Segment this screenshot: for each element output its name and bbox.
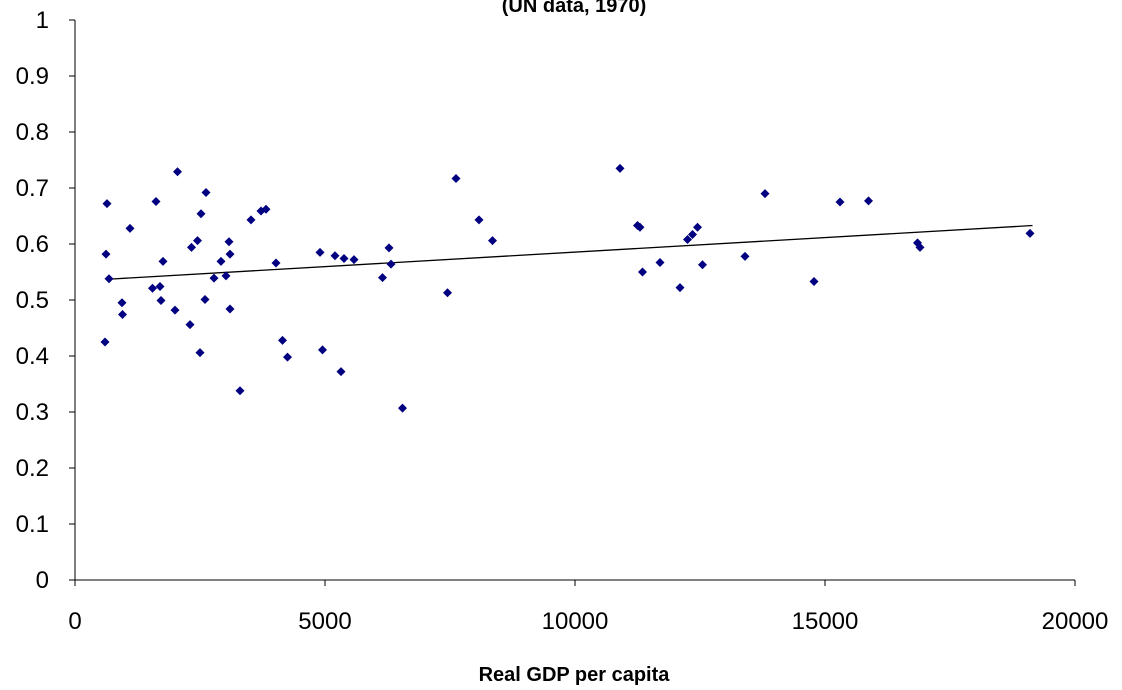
data-point (760, 189, 770, 199)
data-point (339, 254, 349, 264)
data-point (675, 283, 685, 293)
x-tick-label: 0 (68, 608, 81, 635)
data-point (196, 209, 206, 219)
data-point (740, 251, 750, 261)
data-point (864, 196, 873, 206)
data-point (488, 236, 497, 246)
data-points (100, 163, 1035, 413)
data-point (151, 196, 161, 206)
data-point (474, 215, 484, 225)
data-point (158, 256, 168, 266)
data-point (225, 249, 235, 259)
data-point (378, 273, 387, 283)
y-tick-label: 0.7 (16, 175, 49, 202)
data-point (443, 288, 452, 298)
data-point (283, 352, 292, 362)
data-point (224, 237, 234, 247)
data-point (117, 298, 127, 308)
data-point (1025, 228, 1035, 238)
y-tick-label: 1 (36, 7, 49, 34)
y-tick-label: 0 (36, 567, 49, 594)
data-point (156, 296, 166, 306)
data-point (125, 223, 135, 233)
data-point (225, 304, 235, 314)
y-tick-label: 0.3 (16, 399, 49, 426)
data-point (195, 348, 205, 358)
y-tick-label: 0.2 (16, 455, 49, 482)
x-tick-label: 20000 (1042, 608, 1109, 635)
data-point (315, 247, 325, 257)
data-point (193, 236, 202, 246)
x-tick-label: 10000 (542, 608, 609, 635)
data-point (118, 310, 127, 320)
x-axis-label: Real GDP per capita (479, 664, 671, 686)
data-point (261, 204, 271, 214)
data-point (638, 267, 647, 277)
data-point (809, 277, 819, 287)
y-tick-label: 0.5 (16, 287, 49, 314)
data-point (698, 260, 707, 270)
data-point (384, 243, 394, 253)
data-point (398, 403, 407, 413)
data-point (216, 256, 226, 266)
data-point (187, 242, 196, 252)
y-tick-label: 0.9 (16, 63, 49, 90)
data-point (235, 386, 245, 396)
data-point (148, 283, 157, 293)
trendline-line (107, 224, 1033, 280)
data-point (170, 305, 180, 315)
y-tick-label: 0.6 (16, 231, 49, 258)
axes: 0 0.1 0.2 0.3 0.4 0.5 0.6 0.7 0.8 0.9 1 0 5000 10000 1… (16, 7, 1109, 635)
y-tick-label: 0.1 (16, 511, 49, 538)
data-point (271, 258, 281, 268)
data-point (185, 320, 195, 330)
data-point (915, 242, 925, 252)
data-point (835, 197, 845, 207)
data-point (336, 367, 346, 377)
data-point (221, 271, 231, 281)
trendline (107, 224, 1033, 280)
y-tick-label: 0.4 (16, 343, 49, 370)
data-point (246, 215, 256, 225)
data-point (278, 335, 287, 345)
data-point (683, 235, 692, 245)
data-point (635, 222, 645, 232)
data-point (655, 257, 665, 267)
data-point (200, 294, 210, 304)
data-point (104, 274, 114, 284)
chart-title: (UN data, 1970) (502, 0, 647, 17)
data-point (318, 345, 327, 355)
data-point (201, 187, 211, 197)
data-point (209, 273, 219, 283)
x-tick-label: 15000 (792, 608, 859, 635)
data-point (173, 167, 182, 177)
data-point (100, 337, 110, 347)
data-point (688, 229, 697, 239)
y-tick-label: 0.8 (16, 119, 49, 146)
data-point (693, 222, 702, 232)
data-point (349, 255, 359, 265)
data-point (386, 259, 396, 269)
data-point (615, 163, 625, 173)
data-point (102, 199, 112, 209)
x-tick-label: 5000 (298, 608, 351, 635)
data-point (451, 173, 461, 183)
data-point (330, 251, 340, 261)
data-point (155, 282, 165, 292)
data-point (101, 249, 111, 259)
